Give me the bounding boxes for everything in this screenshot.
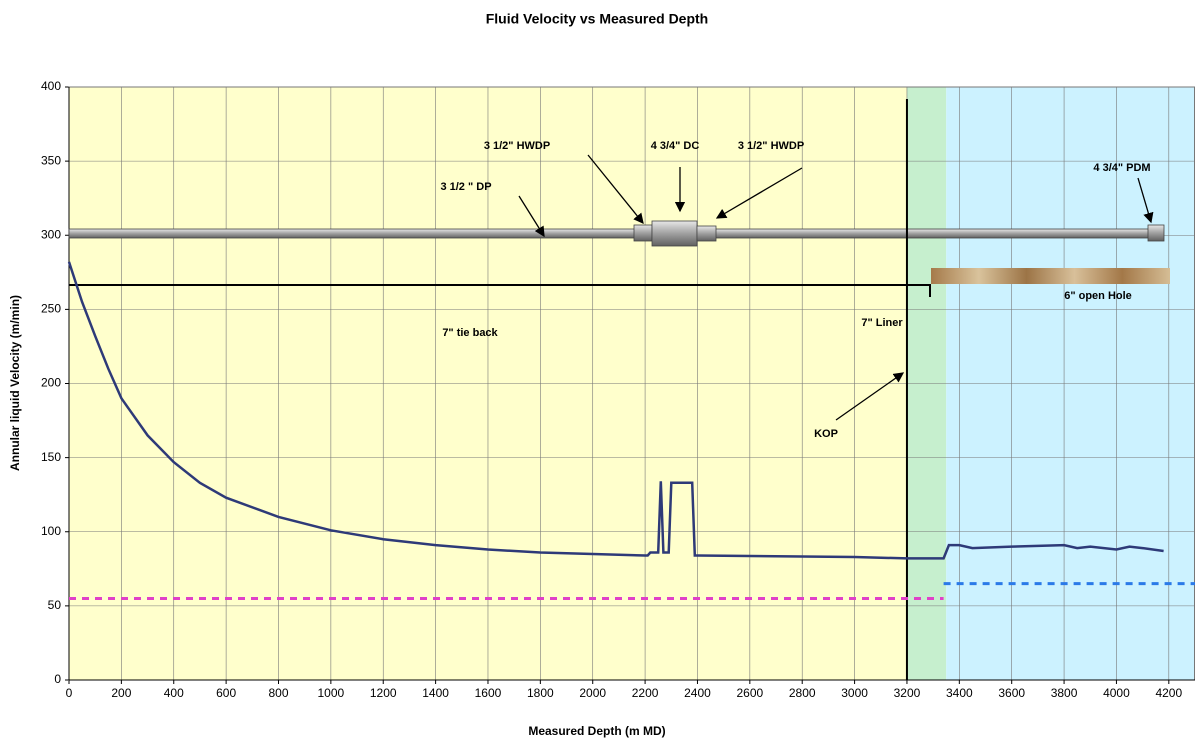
x-tick-label: 2200: [632, 686, 659, 700]
hwdp: [634, 225, 652, 241]
x-tick-label: 600: [216, 686, 236, 700]
x-tick-label: 800: [268, 686, 288, 700]
annotation: 6" open Hole: [1064, 290, 1132, 302]
x-tick-label: 3000: [841, 686, 868, 700]
pdm: [1148, 225, 1164, 241]
x-axis-label: Measured Depth (m MD): [528, 724, 665, 738]
x-tick-label: 2000: [579, 686, 606, 700]
x-tick-label: 3800: [1051, 686, 1078, 700]
open-hole: [931, 268, 1170, 284]
drill-collar: [652, 221, 697, 246]
x-tick-label: 1000: [318, 686, 345, 700]
y-tick-label: 200: [41, 376, 61, 390]
chart: 0501001502002503003504000200400600800100…: [0, 0, 1195, 743]
x-tick-label: 3200: [894, 686, 921, 700]
y-tick-label: 150: [41, 450, 61, 464]
hwdp: [697, 226, 716, 241]
x-tick-label: 4200: [1155, 686, 1182, 700]
x-tick-label: 2600: [736, 686, 763, 700]
x-tick-label: 3400: [946, 686, 973, 700]
drill-pipe: [69, 229, 1149, 238]
annotation: 4 3/4" PDM: [1093, 162, 1150, 174]
x-tick-label: 200: [111, 686, 131, 700]
x-tick-label: 1400: [422, 686, 449, 700]
annotation: 7" Liner: [861, 317, 903, 329]
y-tick-label: 0: [54, 672, 61, 686]
annotation: 7" tie back: [442, 327, 498, 339]
y-tick-label: 350: [41, 153, 61, 167]
x-tick-label: 1600: [475, 686, 502, 700]
y-tick-label: 250: [41, 302, 61, 316]
annotation: 3 1/2" HWDP: [738, 140, 804, 152]
x-tick-label: 400: [164, 686, 184, 700]
annotation: 4 3/4" DC: [651, 140, 700, 152]
y-axis-label: Annular liquid Velocity (m/min): [8, 295, 22, 471]
y-tick-label: 100: [41, 524, 61, 538]
x-tick-label: 0: [66, 686, 73, 700]
y-tick-label: 400: [41, 79, 61, 93]
annotation: 3 1/2 " DP: [440, 181, 491, 193]
x-tick-label: 2400: [684, 686, 711, 700]
annotation: KOP: [814, 428, 838, 440]
x-tick-label: 4000: [1103, 686, 1130, 700]
x-tick-label: 2800: [789, 686, 816, 700]
y-tick-label: 50: [48, 598, 62, 612]
x-tick-label: 1200: [370, 686, 397, 700]
chart-title: Fluid Velocity vs Measured Depth: [486, 11, 709, 27]
annotation: 3 1/2" HWDP: [484, 140, 550, 152]
x-tick-label: 1800: [527, 686, 554, 700]
x-tick-label: 3600: [998, 686, 1025, 700]
y-tick-label: 300: [41, 227, 61, 241]
